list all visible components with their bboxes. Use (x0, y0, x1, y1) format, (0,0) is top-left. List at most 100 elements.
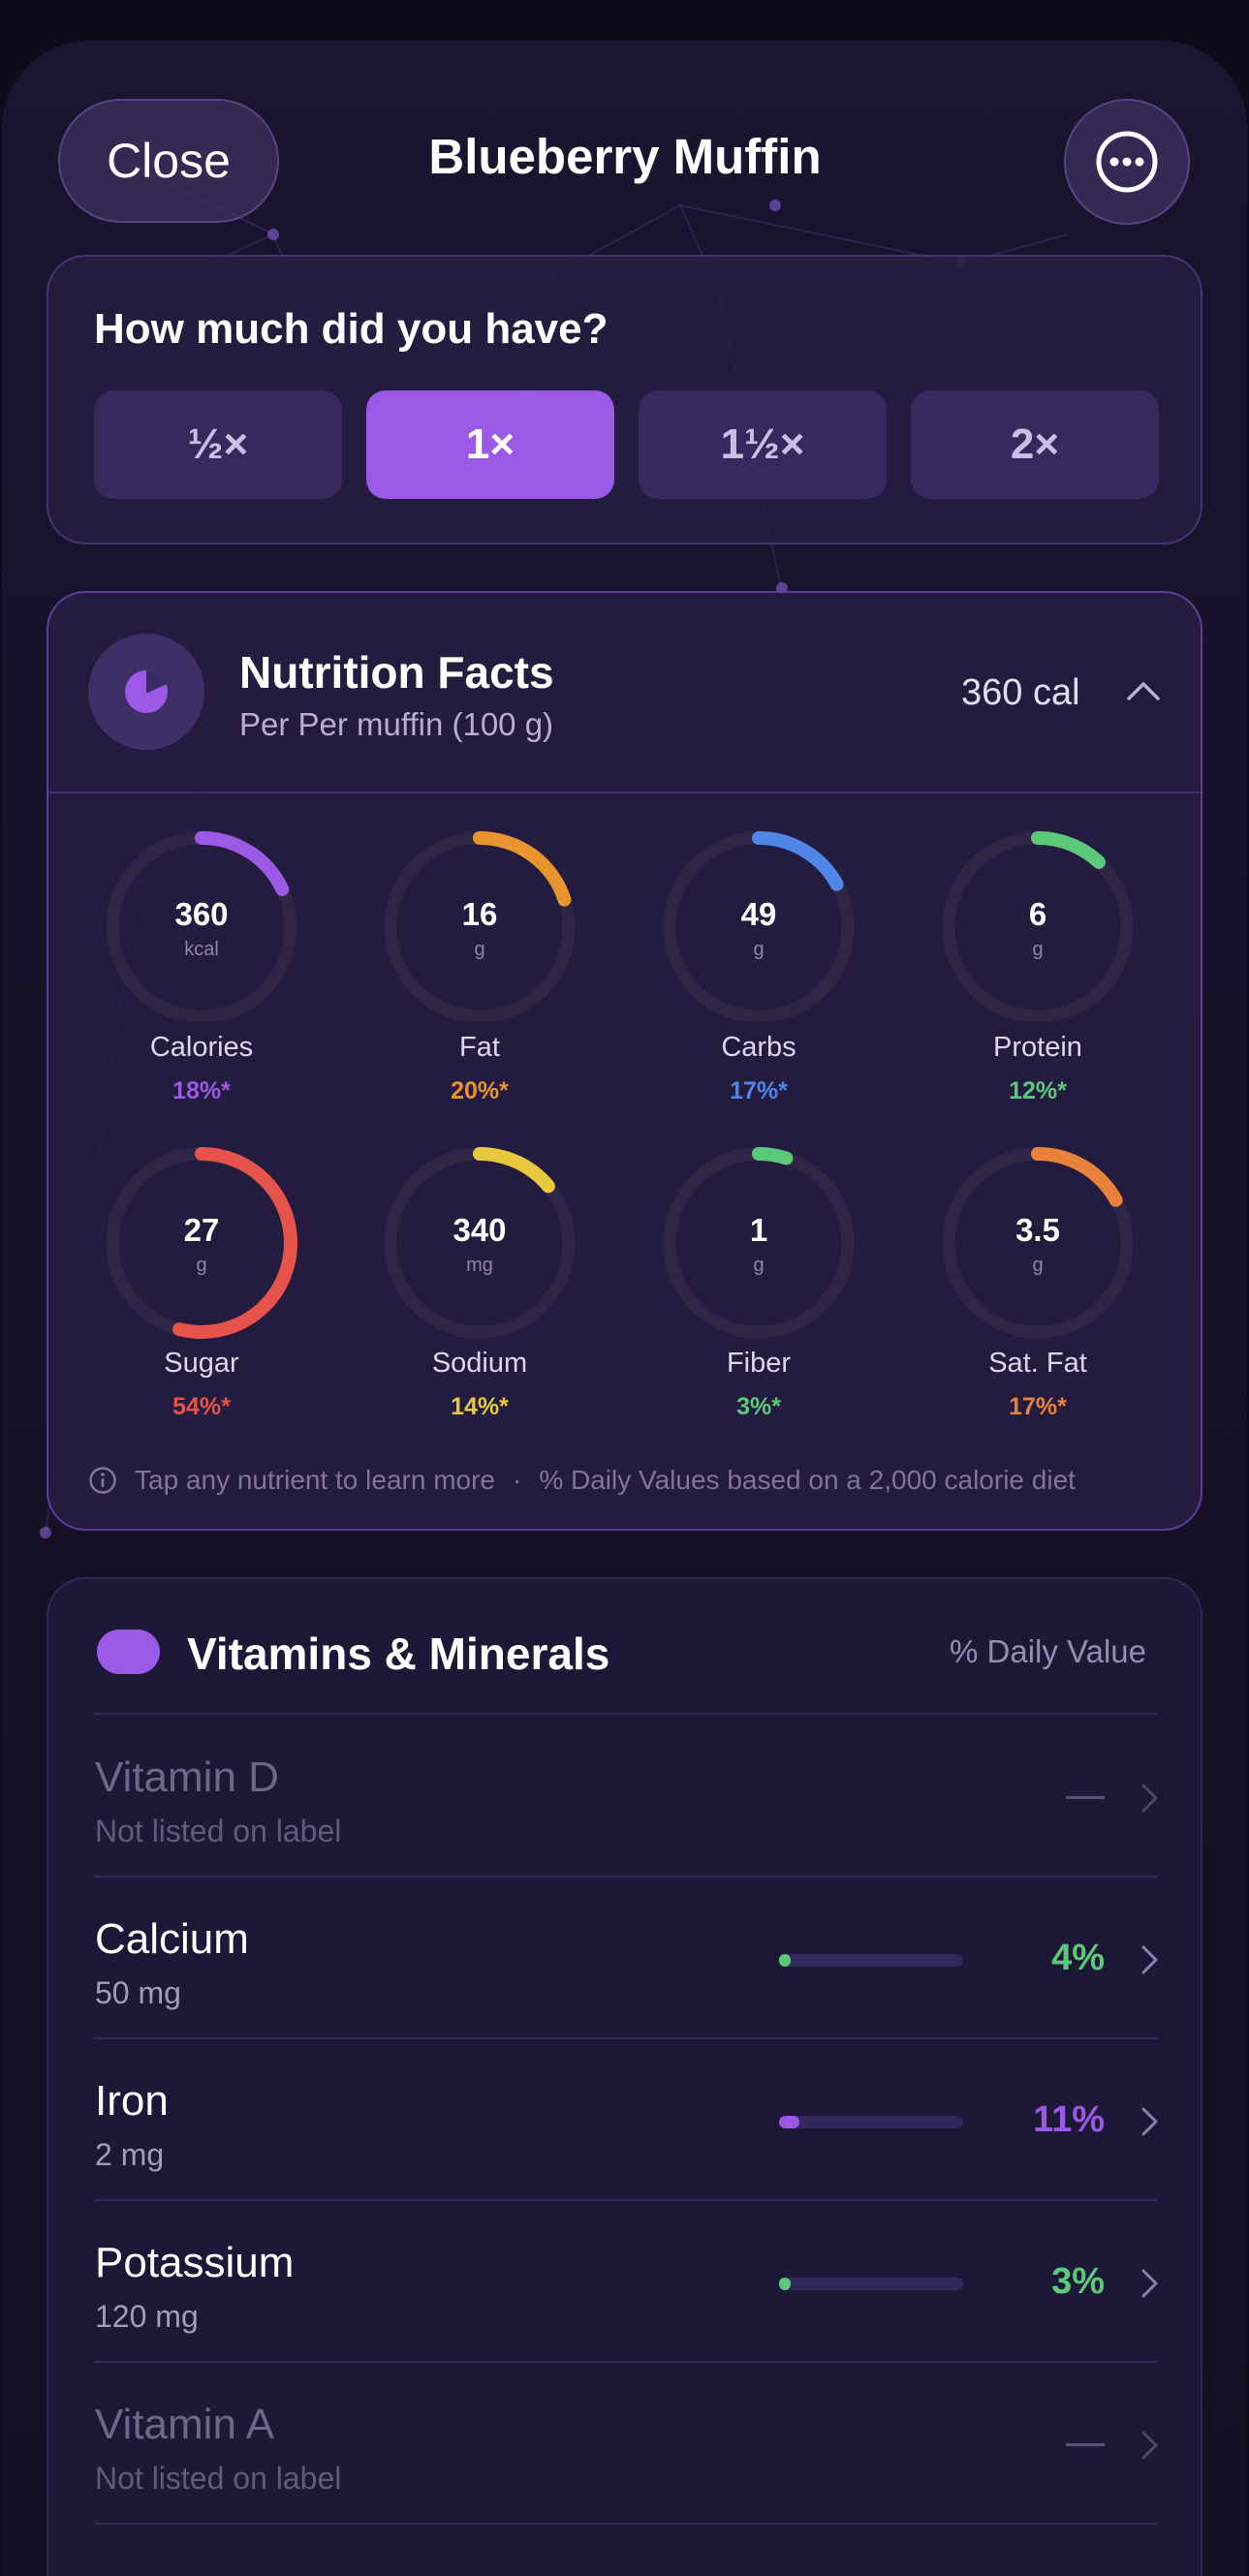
ring-progress (384, 1147, 576, 1339)
chevron-up-icon[interactable] (1126, 678, 1161, 701)
vitamin-amount: Not listed on label (95, 2461, 342, 2496)
vitamin-name: Calcium (95, 1915, 249, 1963)
row-divider (95, 2361, 1158, 2363)
chevron-right-icon (1141, 2431, 1158, 2460)
nutrient-sat-fat[interactable]: 3.5 g Sat. Fat 17%* (933, 1146, 1146, 1437)
footer-hint: Tap any nutrient to learn more (135, 1465, 495, 1495)
chevron-right-icon (1141, 2269, 1158, 2298)
nutrient-name: Sodium (431, 1348, 528, 1379)
portion-option-one-and-half[interactable]: 1½× (639, 390, 887, 499)
portion-option-double[interactable]: 2× (911, 390, 1159, 499)
chevron-right-icon (1141, 1784, 1158, 1813)
nutrient-value: 1 (749, 1212, 768, 1248)
row-divider (95, 2523, 1158, 2525)
not-available-dash (1066, 2443, 1105, 2446)
daily-value-bar (779, 1954, 963, 1967)
divider (48, 791, 1201, 793)
portion-card: How much did you have? ½× 1× 1½× 2× (47, 255, 1202, 544)
portion-option-half[interactable]: ½× (94, 390, 342, 499)
serving-size-label: Per Per muffin (100 g) (239, 706, 554, 742)
nutrient-name: Sat. Fat (988, 1348, 1087, 1379)
nutrient-calories[interactable]: 360 kcal Calories 18%* (97, 830, 310, 1121)
nutrient-value: 49 (740, 896, 777, 932)
daily-value-bar-fill (779, 1954, 791, 1967)
daily-value-percent: 11% (1033, 2099, 1105, 2140)
ring-progress (942, 831, 1134, 1023)
nutrient-ring (106, 831, 297, 1023)
vitamins-pill-icon (97, 1629, 160, 1674)
vitamin-name: Iron (95, 2077, 169, 2125)
ring-progress (384, 831, 576, 1023)
nutrient-daily-percent: 54%* (172, 1393, 231, 1420)
ring-progress (106, 1147, 297, 1339)
daily-value-bar-fill (779, 2278, 791, 2290)
vitamin-row-iron[interactable]: Iron 2 mg 11% (48, 2038, 1201, 2199)
nutrient-daily-percent: 17%* (730, 1077, 788, 1104)
daily-value-bar-fill (779, 2116, 799, 2128)
nutrient-ring (663, 1147, 855, 1339)
nutrient-sodium[interactable]: 340 mg Sodium 14%* (375, 1146, 588, 1437)
nutrient-value: 3.5 (1015, 1212, 1060, 1248)
close-button[interactable]: Close (58, 99, 279, 223)
nutrient-daily-percent: 18%* (172, 1077, 231, 1104)
nutrient-fat[interactable]: 16 g Fat 20%* (375, 830, 588, 1121)
nutrient-protein[interactable]: 6 g Protein 12%* (933, 830, 1146, 1121)
chevron-right-icon (1141, 2107, 1158, 2136)
nutrient-daily-percent: 17%* (1009, 1393, 1067, 1420)
nutrient-fiber[interactable]: 1 g Fiber 3%* (654, 1146, 867, 1437)
nutrient-name: Fat (459, 1032, 500, 1063)
vitamin-row-calcium[interactable]: Calcium 50 mg 4% (48, 1877, 1201, 2037)
vitamin-row-potassium[interactable]: Potassium 120 mg 3% (48, 2200, 1201, 2361)
total-calories-label: 360 cal (961, 672, 1080, 713)
nutrient-ring (384, 1147, 576, 1339)
ring-progress (942, 1147, 1134, 1339)
nutrient-carbs[interactable]: 49 g Carbs 17%* (654, 830, 867, 1121)
pie-chart-icon-badge (88, 634, 204, 750)
nutrient-name: Carbs (721, 1032, 796, 1063)
nutrient-unit: g (474, 939, 485, 960)
nutrient-name: Protein (993, 1032, 1082, 1063)
nutrient-value: 27 (183, 1212, 220, 1248)
nutrient-ring (663, 831, 855, 1023)
daily-value-percent: 3% (1051, 2261, 1105, 2302)
nutrient-unit: g (1032, 939, 1044, 960)
ring-progress (663, 831, 855, 1023)
more-horizontal-icon (1096, 131, 1158, 193)
nutrient-ring (942, 1147, 1134, 1339)
nutrient-unit: g (753, 1255, 765, 1276)
vitamin-name: Vitamin A (95, 2401, 275, 2448)
row-divider (95, 2199, 1158, 2201)
vitamin-row-vitamin-a[interactable]: Vitamin A Not listed on label (48, 2362, 1201, 2523)
vitamins-card: Vitamins & Minerals % Daily Value Vitami… (47, 1577, 1202, 2576)
page-title: Blueberry Muffin (428, 129, 822, 184)
vitamin-amount: Not listed on label (95, 1814, 342, 1848)
vitamin-name: Potassium (95, 2239, 295, 2286)
nutrient-value: 16 (461, 896, 498, 932)
more-button[interactable] (1064, 99, 1190, 225)
nutrient-ring (384, 831, 576, 1023)
vitamin-amount: 2 mg (95, 2137, 165, 2172)
nutrient-daily-percent: 12%* (1009, 1077, 1067, 1104)
vitamin-row-vitamin-d[interactable]: Vitamin D Not listed on label (48, 1715, 1201, 1876)
not-available-dash (1066, 1796, 1105, 1799)
nutrient-unit: g (196, 1255, 207, 1276)
nutrient-ring (942, 831, 1134, 1023)
vitamin-amount: 120 mg (95, 2299, 199, 2334)
footer-note: % Daily Values based on a 2,000 calorie … (539, 1465, 1076, 1495)
nutrient-value: 360 (174, 896, 229, 932)
vitamin-name: Vitamin D (95, 1754, 279, 1801)
nutrient-name: Fiber (726, 1348, 792, 1379)
nutrient-ring (106, 1147, 297, 1339)
nutrient-sugar[interactable]: 27 g Sugar 54%* (97, 1146, 310, 1437)
daily-value-bar (779, 2278, 963, 2290)
chevron-right-icon (1141, 1945, 1158, 1974)
nutrient-name: Sugar (164, 1348, 239, 1379)
ring-progress (663, 1147, 855, 1339)
nutrient-name: Calories (149, 1032, 254, 1063)
portion-option-one[interactable]: 1× (366, 390, 614, 499)
pie-chart-icon (125, 670, 168, 713)
ring-progress (106, 831, 297, 1023)
vitamin-amount: 50 mg (95, 1975, 181, 2010)
nutrient-unit: g (753, 939, 765, 960)
